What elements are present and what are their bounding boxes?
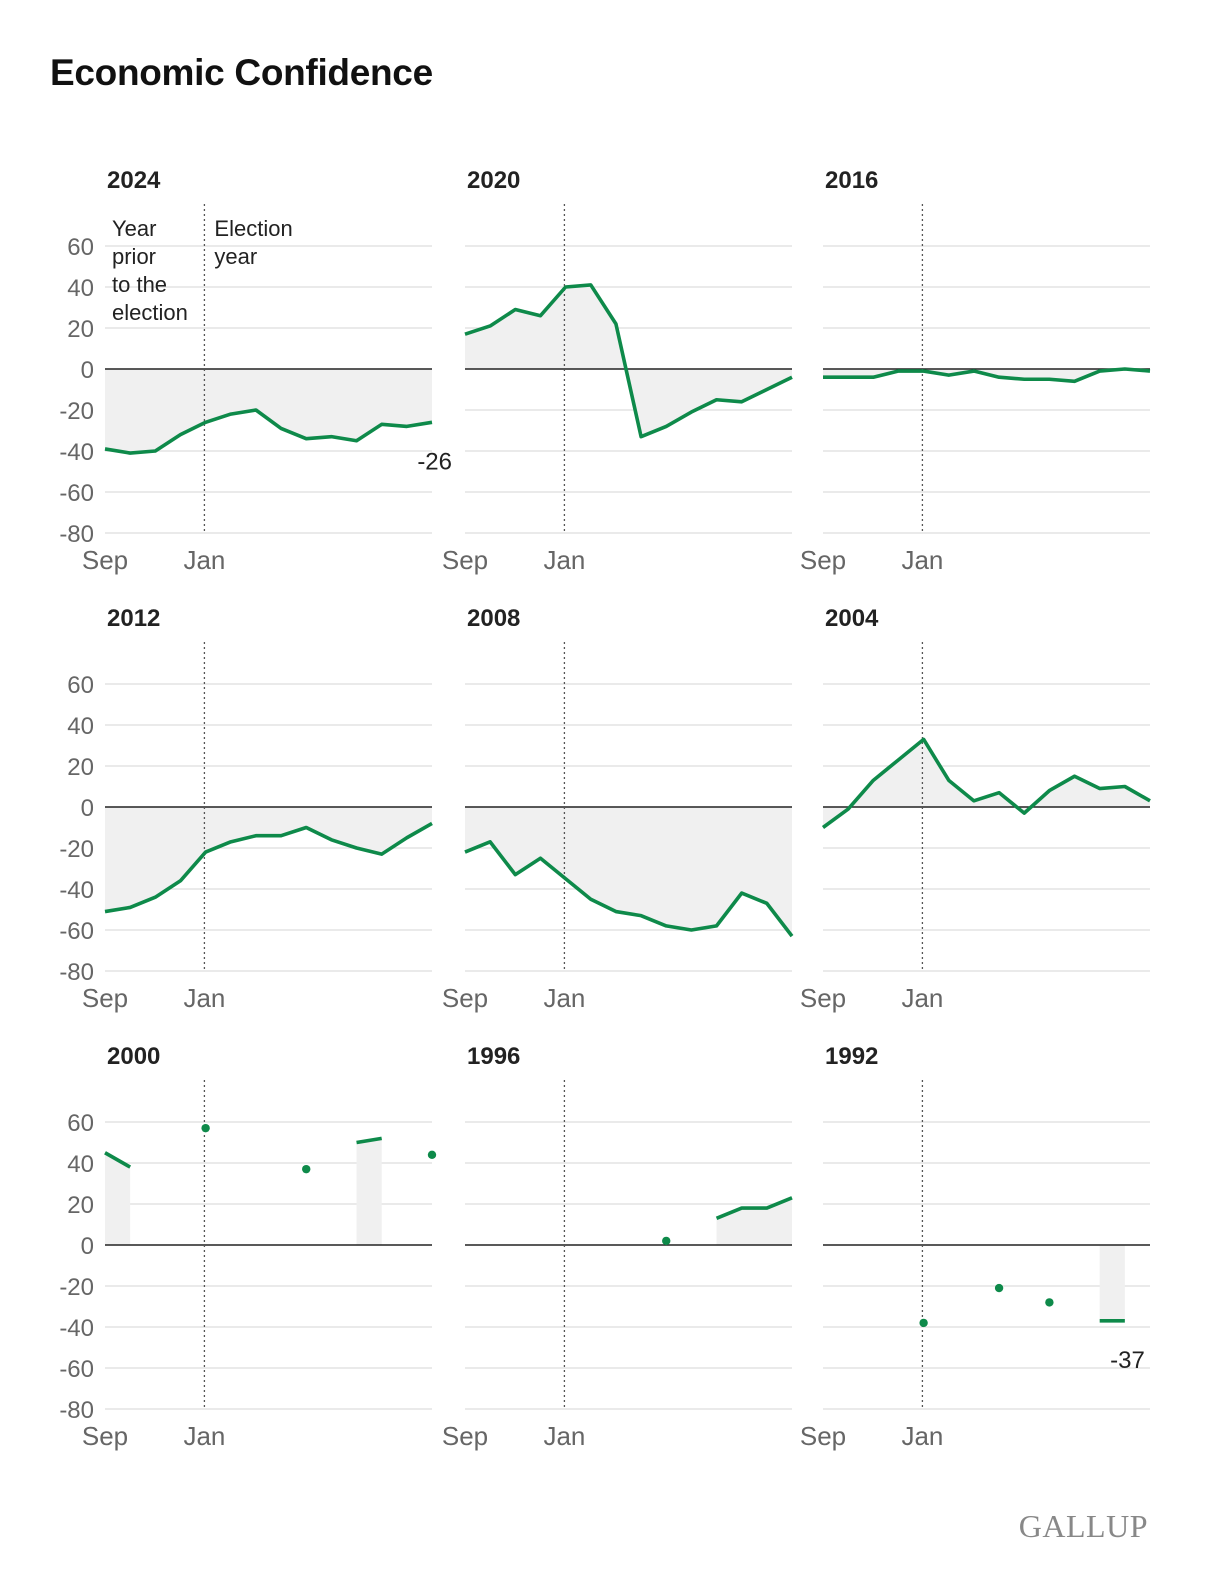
x-tick-label: Sep — [442, 1421, 488, 1451]
panel-title: 1992 — [825, 1043, 878, 1070]
series-line — [104, 1151, 132, 1169]
series-area — [465, 284, 792, 437]
y-tick-label: 60 — [67, 672, 94, 699]
data-point — [994, 1283, 1004, 1293]
data-point — [1045, 1298, 1054, 1307]
y-tick-label: 20 — [67, 316, 94, 343]
gallup-logo: GALLUP — [1018, 1508, 1148, 1544]
x-tick-label: Jan — [543, 545, 585, 575]
series-line — [104, 821, 433, 914]
y-tick-label: -80 — [59, 959, 94, 986]
x-tick-label: Sep — [82, 1421, 128, 1451]
x-tick-label: Jan — [901, 983, 943, 1013]
series-line — [356, 1136, 382, 1145]
x-tick-label: Sep — [800, 983, 846, 1013]
series-area — [823, 369, 1150, 382]
x-tick-label: Sep — [800, 545, 846, 575]
x-tick-label: Jan — [901, 545, 943, 575]
page-title: Economic Confidence — [50, 52, 433, 93]
y-tick-label: 0 — [81, 795, 94, 822]
y-tick-label: -80 — [59, 1397, 94, 1424]
x-tick-label: Sep — [442, 545, 488, 575]
y-tick-label: -20 — [59, 1274, 94, 1301]
y-tick-label: -20 — [59, 398, 94, 425]
x-tick-label: Jan — [183, 1421, 225, 1451]
panel-title: 2008 — [467, 605, 520, 632]
annotation-election-year: Election year — [214, 216, 292, 269]
y-tick-label: -60 — [59, 1356, 94, 1383]
series-area — [105, 369, 432, 454]
panel-1996: 1996 Sep Jan — [442, 1043, 793, 1451]
panel-title: 2020 — [467, 167, 520, 194]
panel-title: 2012 — [107, 605, 160, 632]
panel-2020: 2020 Sep Jan — [442, 167, 793, 575]
panel-title: 2004 — [825, 605, 879, 632]
data-point — [427, 1150, 437, 1160]
y-tick-label: 0 — [81, 357, 94, 384]
x-tick-label: Jan — [543, 1421, 585, 1451]
data-point — [919, 1318, 928, 1328]
series-area — [105, 1152, 131, 1245]
y-tick-label: -60 — [59, 480, 94, 507]
end-value-label: -37 — [1110, 1347, 1145, 1374]
series-area — [1099, 1245, 1125, 1321]
y-tick-label: -60 — [59, 918, 94, 945]
series-area — [465, 807, 792, 937]
panel-title: 2016 — [825, 167, 878, 194]
series-line — [823, 367, 1151, 384]
y-tick-label: 60 — [67, 234, 94, 261]
panel-title: 2024 — [107, 167, 161, 194]
data-point — [201, 1123, 210, 1133]
y-tick-label: 60 — [67, 1110, 94, 1137]
y-tick-label: -40 — [59, 877, 94, 904]
x-tick-label: Jan — [183, 545, 225, 575]
series-area — [716, 1197, 792, 1245]
x-tick-label: Jan — [183, 983, 225, 1013]
panel-title: 2000 — [107, 1043, 160, 1070]
y-tick-label: 40 — [67, 275, 94, 302]
x-tick-label: Jan — [901, 1421, 943, 1451]
annotation-year-prior: Year prior to the election — [112, 216, 188, 325]
y-tick-label: -80 — [59, 521, 94, 548]
panel-1992: 1992 Sep Jan -37 — [800, 1043, 1150, 1451]
y-tick-label: -40 — [59, 1315, 94, 1342]
x-tick-label: Sep — [82, 545, 128, 575]
series-line — [715, 1196, 793, 1221]
y-tick-label: 40 — [67, 1151, 94, 1178]
y-tick-label: 40 — [67, 713, 94, 740]
series-area — [105, 807, 432, 912]
series-line — [464, 840, 794, 938]
x-tick-label: Jan — [543, 983, 585, 1013]
panel-2004: 2004 Sep Jan — [800, 605, 1151, 1013]
data-point — [662, 1236, 671, 1246]
series-area — [356, 1138, 382, 1245]
series-line — [821, 737, 1151, 829]
y-tick-label: 0 — [81, 1233, 94, 1260]
panel-2008: 2008 Sep Jan — [442, 605, 794, 1013]
y-tick-label: 20 — [67, 754, 94, 781]
panel-title: 1996 — [467, 1043, 520, 1070]
series-area — [823, 739, 1150, 828]
y-tick-label: -40 — [59, 439, 94, 466]
panel-2016: 2016 Sep Jan — [800, 167, 1151, 575]
y-tick-label: 20 — [67, 1192, 94, 1219]
y-tick-label: -20 — [59, 836, 94, 863]
x-tick-label: Sep — [442, 983, 488, 1013]
x-tick-label: Sep — [800, 1421, 846, 1451]
series-line — [104, 408, 433, 455]
data-point — [302, 1164, 311, 1174]
series-line — [464, 283, 793, 439]
end-value-label: -26 — [417, 448, 452, 475]
x-tick-label: Sep — [82, 983, 128, 1013]
